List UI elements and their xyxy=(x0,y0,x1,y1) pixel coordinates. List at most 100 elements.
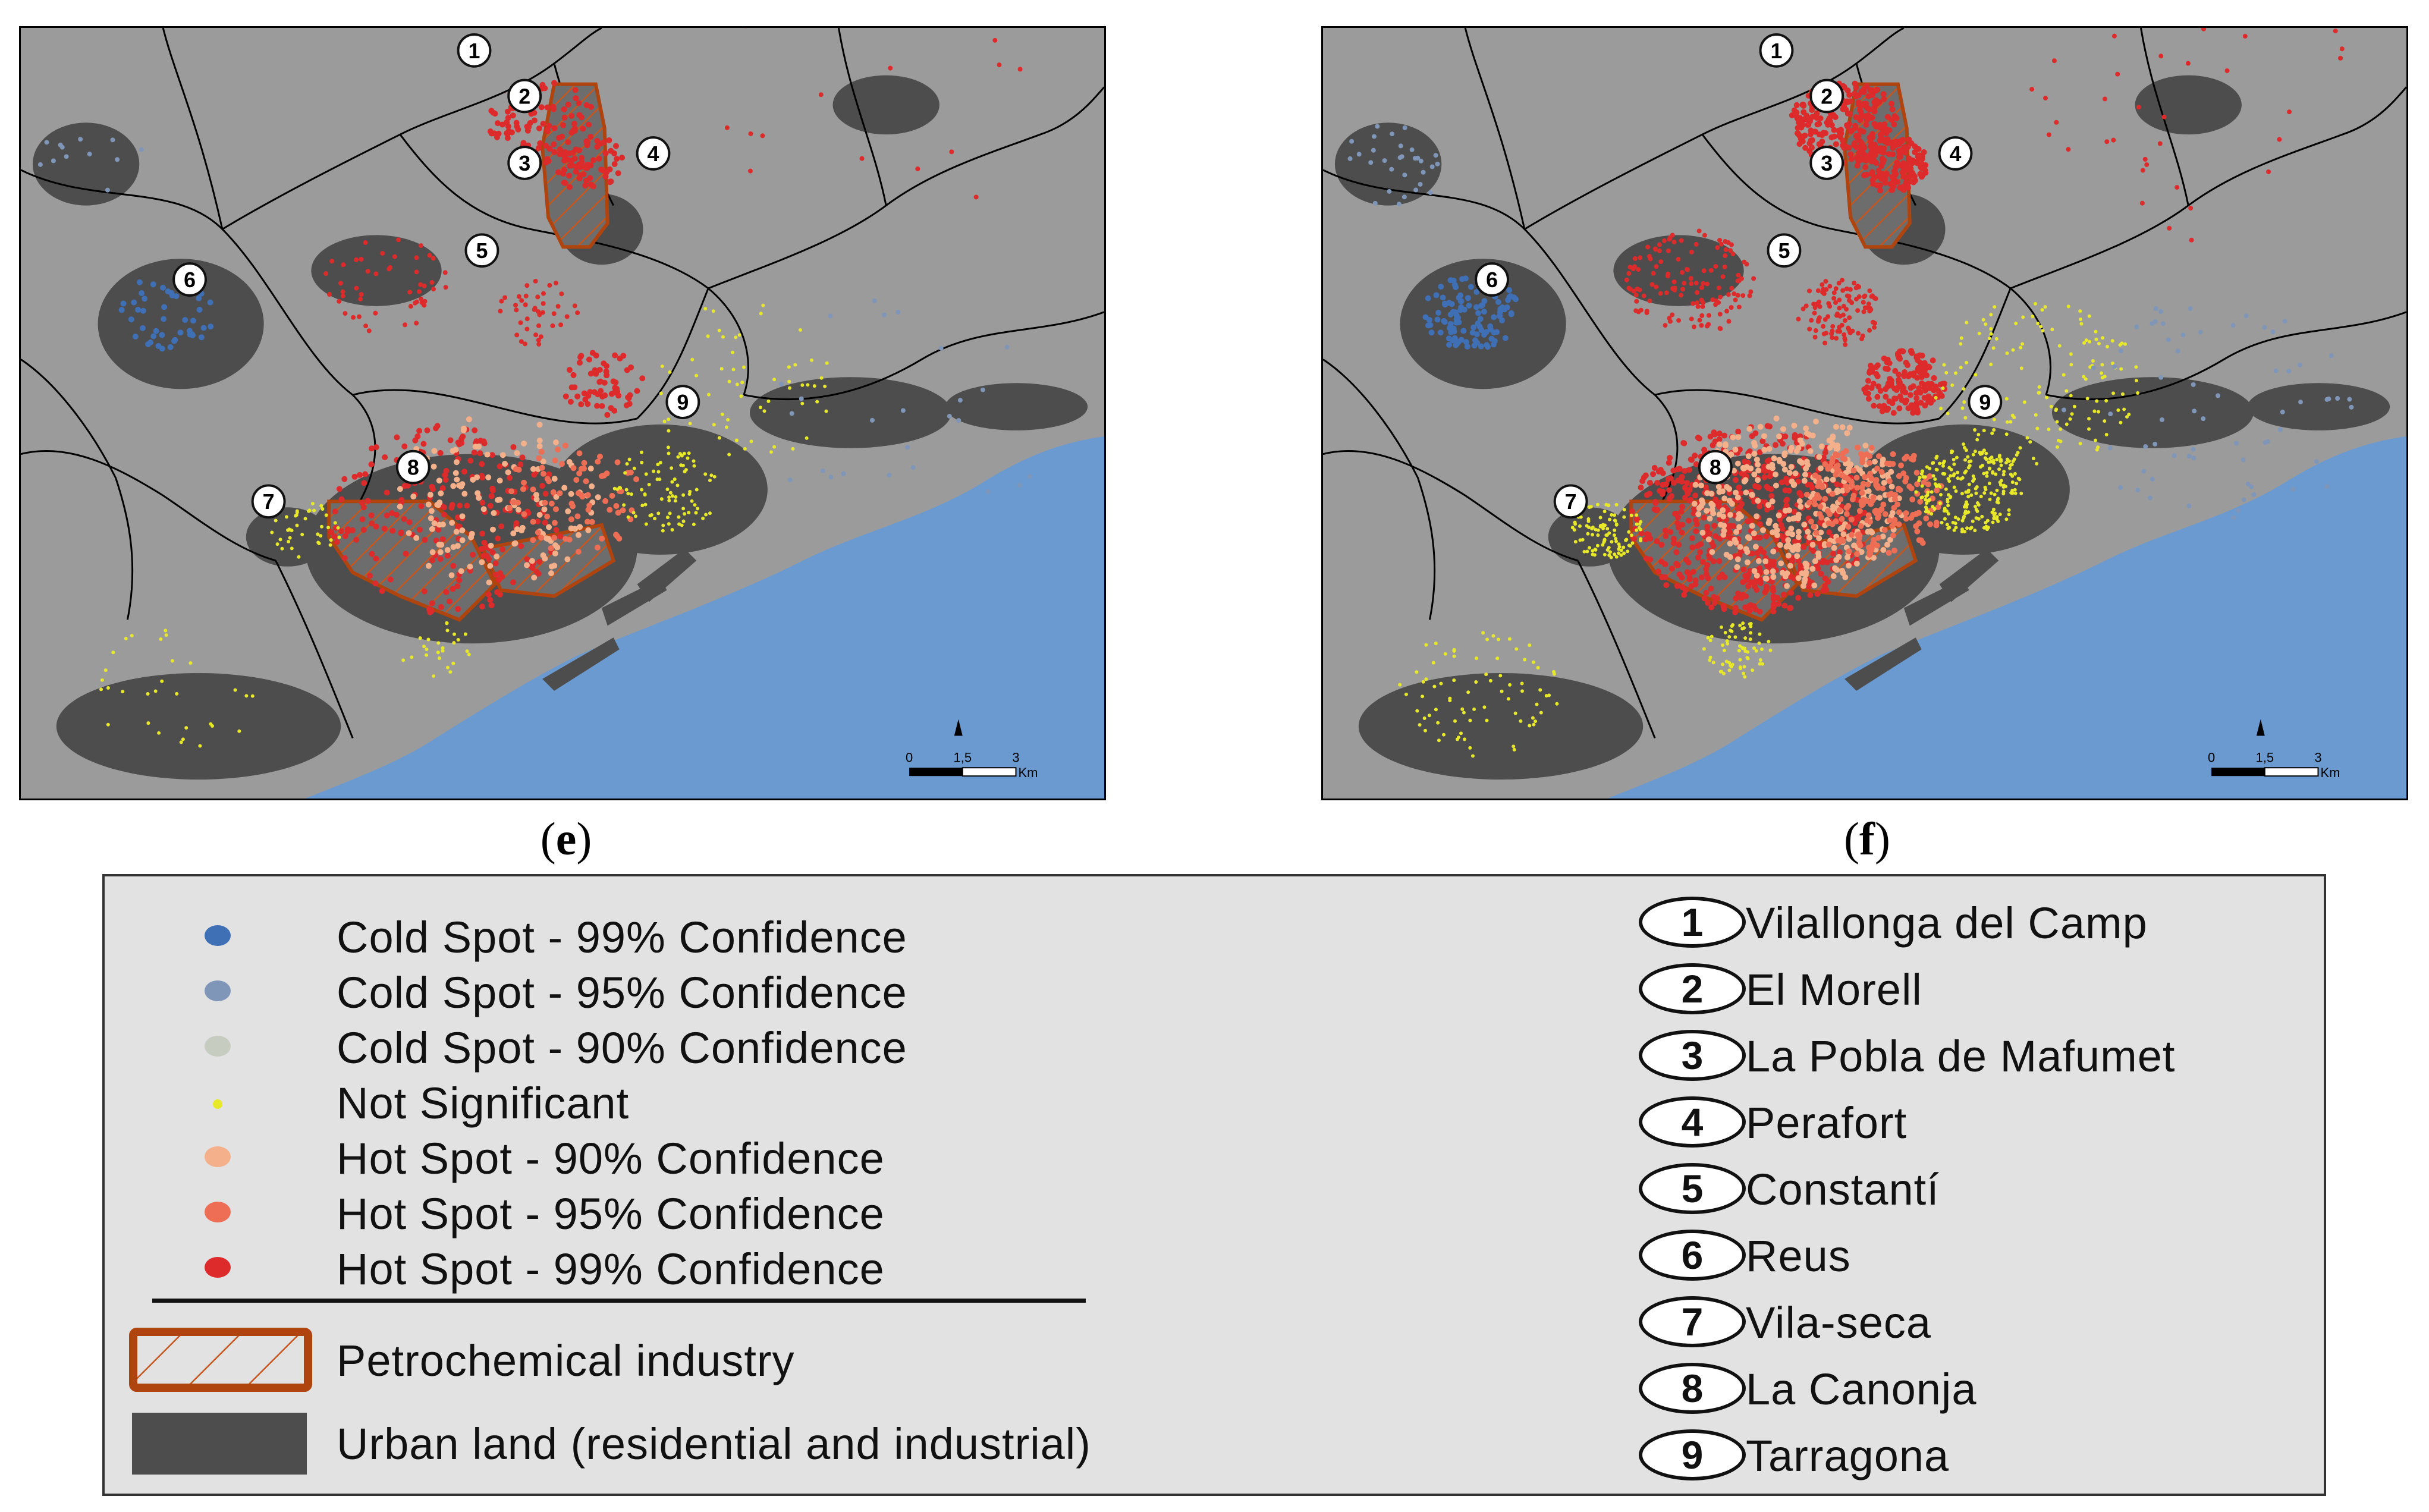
spot-point xyxy=(2201,28,2207,32)
spot-point xyxy=(436,650,440,655)
spot-point xyxy=(2175,348,2180,354)
spot-point xyxy=(1780,461,1787,467)
spot-point xyxy=(1803,425,1809,432)
spot-point xyxy=(1960,492,1964,496)
spot-point xyxy=(1455,737,1459,741)
spot-point xyxy=(1883,394,1889,400)
spot-point xyxy=(1746,608,1753,614)
municipality-number-badge: 4 xyxy=(1639,1096,1746,1148)
spot-point xyxy=(1748,602,1754,608)
spot-point xyxy=(595,391,601,398)
spot-point xyxy=(1587,526,1591,529)
spot-point xyxy=(618,486,623,490)
spot-point xyxy=(2088,340,2092,344)
spot-point xyxy=(1756,521,1763,527)
spot-point xyxy=(1692,577,1699,584)
spot-point xyxy=(1691,501,1698,507)
spot-point xyxy=(1891,113,1898,120)
spot-point xyxy=(1791,508,1798,515)
spot-point xyxy=(514,526,520,533)
spot-point xyxy=(1808,518,1814,525)
spot-point xyxy=(1982,526,1986,530)
spot-point xyxy=(478,546,485,552)
spot-point xyxy=(1749,523,1755,529)
spot-point xyxy=(695,373,699,378)
spot-point xyxy=(1888,380,1894,386)
spot-point xyxy=(1699,285,1704,290)
spot-point xyxy=(2031,315,2035,319)
spot-point xyxy=(351,315,356,320)
spot-point xyxy=(51,158,56,164)
spot-point xyxy=(1832,114,1839,120)
spot-point xyxy=(1910,456,1916,463)
spot-point xyxy=(1875,535,1881,541)
spot-point xyxy=(585,507,592,513)
spot-point xyxy=(1602,538,1607,542)
spot-point xyxy=(1823,279,1828,284)
spot-point xyxy=(2008,466,2012,470)
spot-point xyxy=(401,443,408,449)
spot-point xyxy=(2034,413,2038,417)
spot-point xyxy=(639,450,643,454)
spot-point xyxy=(2011,459,2015,463)
spot-point xyxy=(567,184,573,190)
spot-point xyxy=(1991,346,1996,350)
spot-point xyxy=(1513,711,1517,715)
spot-point xyxy=(2280,409,2285,414)
spot-point xyxy=(576,100,582,106)
spot-point xyxy=(443,589,450,595)
spot-point xyxy=(1814,591,1821,597)
spot-point xyxy=(1435,310,1442,316)
spot-point xyxy=(1591,549,1595,553)
spot-point xyxy=(602,392,608,399)
spot-point xyxy=(1858,451,1864,457)
spot-point xyxy=(1733,635,1737,639)
spot-point xyxy=(1520,681,1524,686)
spot-point xyxy=(497,463,503,470)
spot-point xyxy=(1855,99,1862,106)
spot-point xyxy=(2185,61,2191,66)
spot-point xyxy=(760,133,765,139)
spot-point xyxy=(2078,309,2082,313)
spot-point xyxy=(1812,501,1818,508)
spot-point xyxy=(2338,55,2343,61)
spot-point xyxy=(1481,298,1488,304)
spot-point xyxy=(1953,521,1957,526)
land-area xyxy=(21,28,1104,799)
spot-point xyxy=(531,574,538,581)
spot-point xyxy=(467,563,473,570)
spot-point xyxy=(136,279,143,285)
spot-point xyxy=(1861,172,1868,178)
spot-point xyxy=(572,303,577,309)
spot-point xyxy=(398,530,404,536)
spot-point xyxy=(427,609,433,615)
spot-point xyxy=(2010,474,2015,478)
spot-point xyxy=(535,518,541,525)
spot-point xyxy=(643,493,647,497)
spot-point xyxy=(1874,373,1881,379)
spot-point xyxy=(1930,490,1934,494)
spot-point xyxy=(1743,489,1749,496)
spot-point xyxy=(1755,467,1762,474)
spot-point xyxy=(401,515,407,522)
spot-point xyxy=(1924,505,1928,510)
spot-point xyxy=(1998,459,2003,463)
spot-point xyxy=(2159,417,2164,422)
spot-point xyxy=(428,508,435,514)
spot-point xyxy=(529,558,535,564)
spot-point xyxy=(1458,337,1465,343)
spot-point xyxy=(1786,507,1793,514)
spot-point xyxy=(1473,304,1479,310)
spot-point xyxy=(1727,540,1733,547)
spot-point xyxy=(244,694,249,698)
municipality-marker-number: 2 xyxy=(1821,84,1833,108)
spot-point xyxy=(1795,529,1802,535)
spot-point xyxy=(2201,416,2206,422)
spot-point xyxy=(1402,172,1407,178)
spot-point xyxy=(1863,121,1869,128)
spot-point xyxy=(1491,329,1497,336)
spot-point xyxy=(1695,554,1701,561)
spot-point xyxy=(1982,491,1987,495)
spot-point xyxy=(1980,451,1984,455)
spot-point xyxy=(1799,460,1805,466)
